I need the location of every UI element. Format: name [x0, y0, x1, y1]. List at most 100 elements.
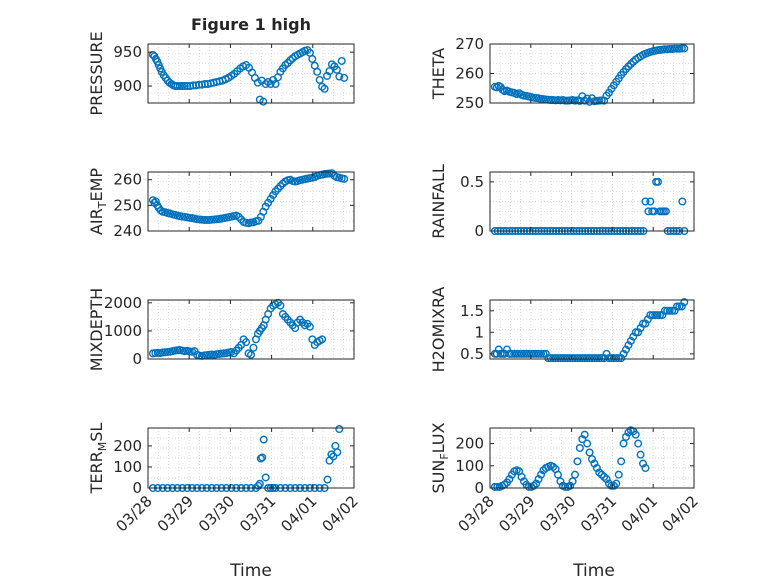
data-point: [255, 479, 264, 488]
data-point: [313, 67, 322, 76]
data-point: [249, 343, 258, 352]
data-point: [323, 475, 332, 484]
y-tick-label: 0: [474, 479, 484, 497]
subplot-2: 250 260 270 THETA: [429, 35, 695, 112]
data-point: [337, 56, 346, 65]
data-point: [622, 432, 631, 441]
data-point: [670, 306, 679, 315]
axes-box: [489, 299, 695, 360]
y-axis-label-subscript: F: [438, 453, 451, 459]
data-point: [609, 481, 618, 490]
y-tick-label: 200: [455, 435, 484, 453]
data-point: [639, 459, 648, 468]
data-point: [597, 470, 606, 479]
data-point: [631, 430, 640, 439]
data-point: [266, 80, 275, 89]
data-point: [619, 439, 628, 448]
data-point: [592, 464, 601, 473]
figure-title: Figure 1 high: [191, 15, 311, 34]
y-axis-label: TERRMSL: [87, 423, 109, 495]
y-tick-label: 250: [455, 94, 484, 112]
y-axis-label: THETA: [429, 48, 448, 100]
data-point: [258, 453, 267, 462]
data-point: [566, 481, 575, 490]
data-point: [614, 470, 623, 479]
data-point: [329, 452, 338, 461]
y-axis-label-tail: EMP: [87, 168, 106, 202]
y-axis-label: MIXDEPTH: [87, 288, 106, 371]
y-axis-label: RAINFALL: [429, 164, 448, 239]
data-point: [622, 345, 631, 354]
y-axis-label-subscript: M: [96, 442, 109, 452]
data-point: [259, 97, 268, 106]
data-point: [595, 354, 604, 363]
data-point: [318, 335, 327, 344]
data-point: [498, 85, 507, 94]
data-point: [644, 207, 653, 216]
data-point: [595, 468, 604, 477]
data-point: [602, 349, 611, 358]
y-tick-label: 250: [113, 196, 142, 214]
y-tick-label: 1.5: [460, 302, 484, 320]
y-tick-label: 2000: [104, 294, 142, 312]
y-tick-label: 900: [113, 77, 142, 95]
data-point: [173, 82, 182, 91]
y-tick-label: 1000: [104, 322, 142, 340]
data-point: [590, 459, 599, 468]
data-point: [624, 62, 633, 71]
data-point: [335, 425, 344, 434]
data-point: [315, 75, 324, 84]
data-point: [665, 306, 674, 315]
y-axis-label: AIRTEMP: [87, 168, 109, 235]
data-point: [636, 450, 645, 459]
y-tick-label: 0: [132, 479, 142, 497]
y-tick-label: 0.5: [460, 345, 484, 363]
data-point: [561, 482, 570, 491]
axes-box: [147, 43, 355, 104]
y-tick-label: 1: [474, 323, 484, 341]
y-axis-label: SUNFLUX: [429, 422, 451, 493]
data-point: [568, 477, 577, 486]
data-point: [588, 455, 597, 464]
data-point: [256, 454, 265, 463]
subplot-1: 900 950 PRESSURE: [87, 31, 355, 116]
data-point: [332, 65, 341, 74]
data-point: [493, 482, 502, 491]
y-axis-label-tail: LUX: [429, 422, 448, 453]
data-point: [626, 336, 635, 345]
y-tick-label: 270: [455, 35, 484, 53]
data-point: [202, 215, 211, 224]
y-tick-label: 0: [132, 350, 142, 368]
data-point: [634, 439, 643, 448]
data-point: [646, 197, 655, 206]
data-point: [624, 428, 633, 437]
data-point: [175, 82, 184, 91]
data-point: [554, 470, 563, 479]
data-point: [271, 80, 280, 89]
data-point: [524, 482, 533, 491]
data-point: [668, 306, 677, 315]
axes-box: [489, 171, 695, 232]
data-point: [678, 197, 687, 206]
data-point: [612, 354, 621, 363]
data-point: [658, 311, 667, 320]
data-point: [583, 439, 592, 448]
data-point: [537, 349, 546, 358]
y-tick-label: 200: [113, 437, 142, 455]
data-point: [677, 302, 686, 311]
data-point: [680, 298, 689, 307]
data-point: [246, 350, 255, 359]
data-point: [320, 84, 329, 93]
y-axis-label: H2OMIXRA: [429, 287, 448, 373]
data-point: [680, 44, 689, 53]
axes-box: [147, 171, 355, 232]
data-point: [556, 477, 565, 486]
data-point: [639, 319, 648, 328]
data-point: [650, 207, 659, 216]
data-point: [634, 328, 643, 337]
data-point: [626, 60, 635, 69]
data-point: [305, 322, 314, 331]
data-point: [607, 481, 616, 490]
